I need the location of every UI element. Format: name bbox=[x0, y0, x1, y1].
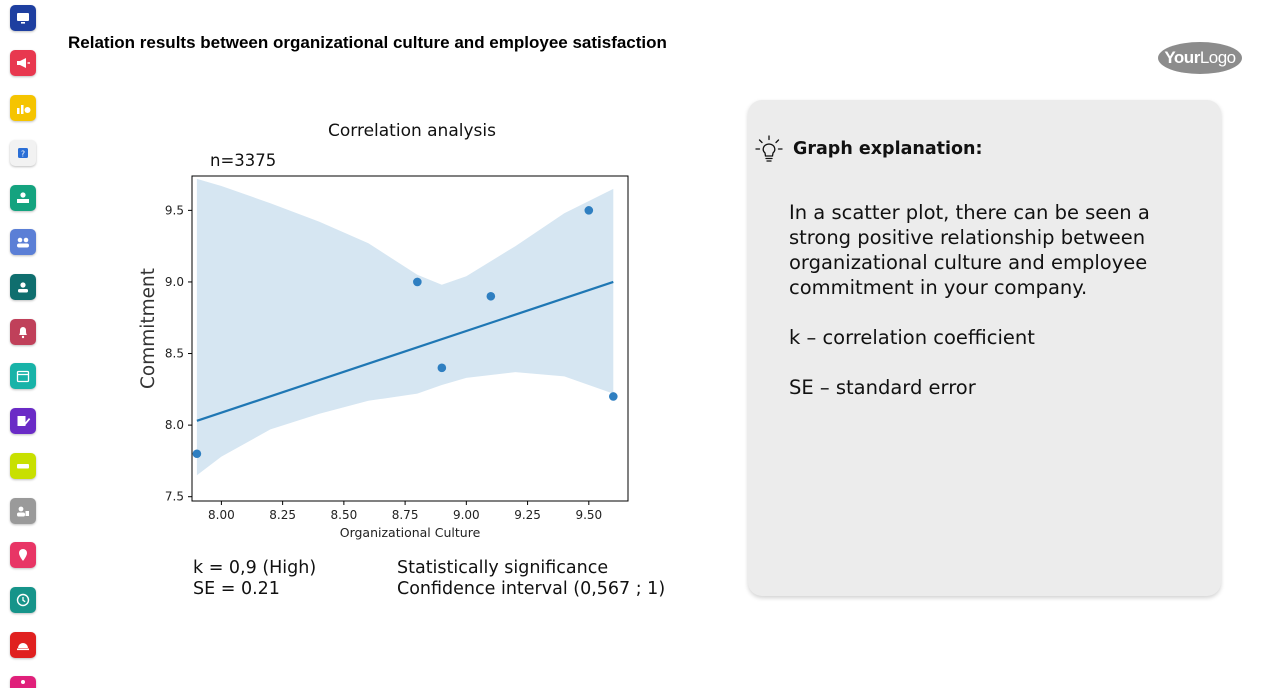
ticket-icon[interactable] bbox=[10, 453, 36, 479]
sample-size-label: n=3375 bbox=[210, 151, 276, 170]
x-axis-label: Organizational Culture bbox=[340, 525, 481, 540]
explanation-body: In a scatter plot, there can be seen a s… bbox=[789, 200, 1189, 425]
data-point bbox=[609, 392, 618, 401]
x-tick-label: 9.50 bbox=[575, 508, 602, 522]
monitor-icon[interactable] bbox=[10, 5, 36, 31]
training-icon[interactable] bbox=[10, 185, 36, 211]
data-point bbox=[192, 449, 202, 459]
service-bell-icon-glyph bbox=[17, 643, 29, 651]
user-card-icon-glyph bbox=[18, 282, 28, 293]
location-icon-glyph bbox=[19, 549, 27, 561]
bell-icon-glyph bbox=[19, 327, 27, 339]
question-icon[interactable]: ? bbox=[10, 140, 36, 166]
x-tick-label: 8.75 bbox=[392, 508, 419, 522]
y-tick-label: 8.5 bbox=[165, 347, 184, 361]
edit-icon[interactable] bbox=[10, 408, 36, 434]
explanation-k-definition: k – correlation coefficient bbox=[789, 326, 1035, 349]
data-point bbox=[584, 206, 594, 215]
bell-icon[interactable] bbox=[10, 319, 36, 345]
ticket-icon-glyph bbox=[17, 464, 29, 469]
users-icon[interactable] bbox=[10, 498, 36, 524]
data-point bbox=[437, 363, 447, 373]
data-point bbox=[486, 291, 496, 301]
stat-significance: Statistically significance bbox=[397, 558, 609, 578]
stat-confidence-interval: Confidence interval (0,567 ; 1) bbox=[397, 579, 666, 599]
monitor-icon-glyph bbox=[17, 13, 29, 24]
service-bell-icon[interactable] bbox=[10, 632, 36, 658]
logo-text-logo: Logo bbox=[1199, 48, 1236, 67]
explanation-title: Graph explanation: bbox=[793, 139, 983, 159]
calendar-icon-glyph bbox=[16, 370, 30, 383]
more-icon-glyph bbox=[21, 680, 25, 684]
explanation-paragraph: In a scatter plot, there can be seen a s… bbox=[789, 201, 1150, 299]
lightbulb-icon bbox=[755, 135, 783, 162]
calendar-icon[interactable] bbox=[10, 363, 36, 389]
y-tick-label: 9.0 bbox=[165, 275, 184, 289]
svg-text:?: ? bbox=[21, 150, 25, 159]
user-card-icon[interactable] bbox=[10, 274, 36, 300]
y-axis-label: Commitment bbox=[138, 268, 159, 389]
explanation-se-definition: SE – standard error bbox=[789, 376, 976, 399]
question-icon-glyph: ? bbox=[18, 148, 28, 159]
page-title: Relation results between organizational … bbox=[68, 33, 667, 52]
logo-text-your: Your bbox=[1164, 48, 1200, 67]
training-icon-glyph bbox=[17, 192, 29, 203]
more-icon[interactable] bbox=[10, 676, 36, 688]
x-tick-label: 8.00 bbox=[208, 508, 235, 522]
users-icon-glyph bbox=[17, 506, 29, 517]
clock-icon-glyph bbox=[16, 593, 30, 607]
x-tick-label: 8.25 bbox=[269, 508, 296, 522]
chart-dollar-icon[interactable] bbox=[10, 95, 36, 121]
explanation-header: Graph explanation: bbox=[754, 134, 982, 164]
correlation-chart: 8.00 8.25 8.50 8.75 9.00 9.25 9.50 7.5 8.0 8.5 9.0… bbox=[130, 110, 650, 550]
megaphone-icon-glyph bbox=[17, 58, 30, 68]
x-tick-label: 9.00 bbox=[453, 508, 480, 522]
company-logo: Your Logo bbox=[1157, 40, 1243, 76]
y-tick-label: 9.5 bbox=[165, 203, 184, 217]
scatter-plot: 8.00 8.25 8.50 8.75 9.00 9.25 9.50 7.5 8.0 8.5 9.0… bbox=[138, 121, 629, 540]
logo-text: Your Logo bbox=[1157, 40, 1243, 76]
y-tick-label: 7.5 bbox=[165, 490, 184, 504]
logo-shape bbox=[1158, 42, 1242, 74]
y-tick-label: 8.0 bbox=[165, 418, 184, 432]
regression-line bbox=[196, 280, 614, 422]
edit-icon-glyph bbox=[17, 416, 31, 426]
megaphone-icon[interactable] bbox=[10, 50, 36, 76]
stat-correlation: k = 0,9 (High) bbox=[193, 558, 317, 578]
location-icon[interactable] bbox=[10, 542, 36, 568]
stat-standard-error: SE = 0.21 bbox=[193, 579, 280, 599]
x-tick-label: 9.25 bbox=[514, 508, 541, 522]
plot-frame bbox=[191, 175, 629, 502]
x-tick-label: 8.50 bbox=[331, 508, 358, 522]
clock-icon[interactable] bbox=[10, 587, 36, 613]
confidence-band bbox=[196, 178, 614, 476]
team-icon-glyph bbox=[17, 237, 29, 248]
graph-explanation-card: Graph explanation: In a scatter plot, th… bbox=[748, 100, 1221, 596]
data-point bbox=[413, 277, 422, 287]
chart-dollar-icon-glyph bbox=[17, 105, 31, 114]
team-icon[interactable] bbox=[10, 229, 36, 255]
chart-title: Correlation analysis bbox=[328, 121, 496, 141]
app-sidebar: ? bbox=[0, 0, 48, 688]
